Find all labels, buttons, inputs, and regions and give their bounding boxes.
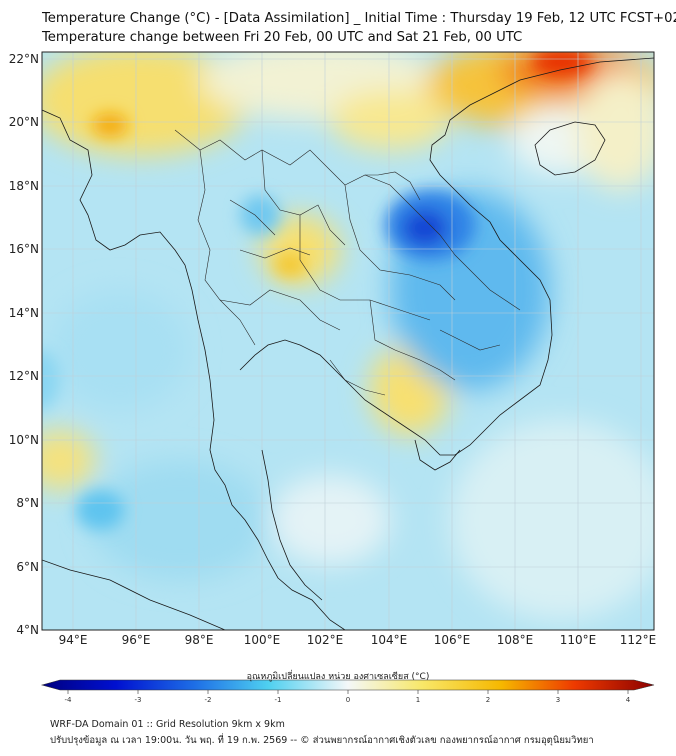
colorbar-tick-label: 1 [416, 696, 420, 704]
colorbar-tick-label: 0 [346, 696, 350, 704]
map-frame [41, 51, 655, 631]
colorbar-tick-label: -4 [65, 696, 73, 704]
admin-borders [174, 129, 521, 396]
lon-tick: 102°E [307, 633, 344, 647]
colorbar-tick-label: -1 [275, 696, 282, 704]
colorbar-tick-label: -3 [135, 696, 142, 704]
lat-tick: 4°N [16, 623, 39, 637]
colorbar-label: อุณหภูมิเปลี่ยนแปลง หน่วย องศาเซลเซียส (… [246, 672, 430, 682]
lon-tick: 96°E [122, 633, 151, 647]
lon-tick: 112°E [620, 633, 657, 647]
footer-model-info: WRF-DA Domain 01 :: Grid Resolution 9km … [50, 719, 285, 730]
lon-tick: 104°E [371, 633, 408, 647]
colorbar-tick-label: 4 [626, 696, 631, 704]
map-title-line2: Temperature change between Fri 20 Feb, 0… [42, 30, 523, 45]
colorbar-tick-label: 3 [556, 696, 560, 704]
colorbar: -4 -3 -2 -1 0 1 2 3 4 [40, 679, 655, 704]
lat-tick: 8°N [16, 496, 39, 510]
graticule [42, 52, 654, 630]
lon-tick: 106°E [434, 633, 471, 647]
colorbar-tick-label: -2 [205, 696, 212, 704]
lat-tick: 22°N [9, 52, 39, 66]
lat-tick: 10°N [9, 433, 39, 447]
lat-tick: 20°N [9, 115, 39, 129]
lon-tick: 98°E [185, 633, 214, 647]
lat-tick: 14°N [9, 306, 39, 320]
latitude-axis: 22°N 20°N 18°N 16°N 14°N 12°N 10°N 8°N 6… [9, 52, 39, 637]
lat-tick: 16°N [9, 242, 39, 256]
footer-update-info: ปรับปรุงข้อมูล ณ เวลา 19:00น. วัน พฤ. ที… [50, 735, 594, 746]
lat-tick: 18°N [9, 179, 39, 193]
longitude-axis: 94°E 96°E 98°E 100°E 102°E 104°E 106°E 1… [59, 633, 657, 647]
colorbar-tick-label: 2 [486, 696, 490, 704]
lon-tick: 108°E [497, 633, 534, 647]
lon-tick: 94°E [59, 633, 88, 647]
lon-tick: 110°E [560, 633, 597, 647]
map-title-line1: Temperature Change (°C) - [Data Assimila… [42, 11, 676, 26]
temperature-field [42, 52, 654, 630]
lon-tick: 100°E [244, 633, 281, 647]
lat-tick: 12°N [9, 369, 39, 383]
coastlines [42, 57, 654, 630]
colorbar-bar [40, 679, 655, 691]
lat-tick: 6°N [16, 560, 39, 574]
